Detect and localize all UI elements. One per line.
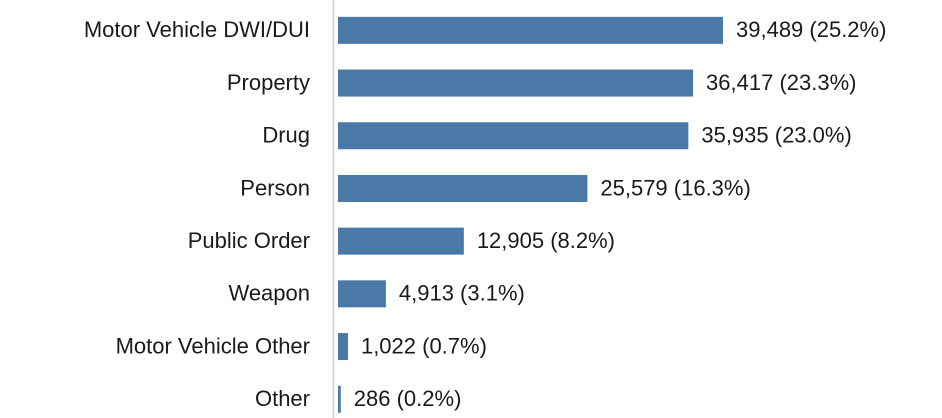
category-label: Person (240, 175, 310, 200)
category-label: Public Order (188, 228, 310, 253)
bar (338, 227, 464, 255)
bar (338, 69, 694, 97)
bar (338, 16, 723, 44)
bar (338, 280, 386, 308)
bar (338, 122, 689, 150)
value-label: 286 (0.2%) (354, 386, 462, 411)
category-label: Other (255, 386, 310, 411)
category-label: Motor Vehicle DWI/DUI (84, 17, 310, 42)
value-label: 39,489 (25.2%) (736, 17, 886, 42)
value-label: 36,417 (23.3%) (706, 70, 856, 95)
bar (338, 174, 588, 202)
category-label: Weapon (228, 281, 310, 306)
bar (338, 385, 341, 413)
value-label: 25,579 (16.3%) (600, 175, 750, 200)
category-label: Property (227, 70, 310, 95)
bar (338, 333, 348, 361)
category-label: Drug (262, 123, 310, 148)
value-label: 35,935 (23.0%) (701, 123, 851, 148)
value-label: 12,905 (8.2%) (477, 228, 615, 253)
value-label: 1,022 (0.7%) (361, 333, 487, 358)
category-label: Motor Vehicle Other (116, 333, 310, 358)
value-label: 4,913 (3.1%) (399, 281, 525, 306)
